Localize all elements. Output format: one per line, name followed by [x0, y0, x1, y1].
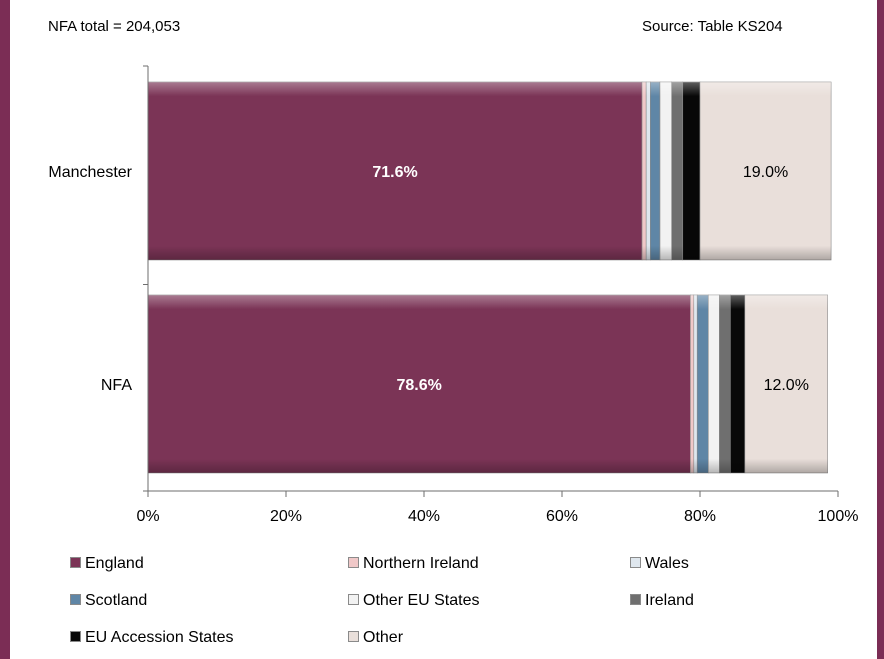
legend-label-eu-accession-states: EU Accession States [85, 629, 234, 646]
bar-shade-manchester-wales [646, 82, 651, 260]
x-tick-label-4: 80% [684, 508, 716, 525]
bar-shade-nfa-england [148, 295, 691, 473]
data-label-manchester-england: 71.6% [372, 164, 417, 181]
category-label-manchester: Manchester [48, 164, 132, 181]
legend-item-scotland: Scotland [70, 591, 147, 611]
legend-label-scotland: Scotland [85, 592, 148, 609]
legend-swatch-northern-ireland [348, 557, 359, 568]
bar-shade-manchester-other [700, 82, 832, 260]
data-label-nfa-england: 78.6% [396, 377, 441, 394]
bar-shade-nfa-eu-accession-states [730, 295, 745, 473]
bar-shade-manchester-other-eu-states [659, 82, 672, 260]
bar-shade-manchester-scotland [650, 82, 660, 260]
legend-item-other: Other [348, 628, 403, 648]
x-tick-label-1: 20% [270, 508, 302, 525]
legend-item-wales: Wales [630, 554, 689, 574]
legend-label-other: Other [363, 629, 404, 646]
legend-label-england: England [85, 555, 144, 572]
data-label-nfa-other: 12.0% [764, 377, 809, 394]
x-tick-label-2: 40% [408, 508, 440, 525]
legend-label-ireland: Ireland [645, 592, 694, 609]
data-label-manchester-other: 19.0% [743, 164, 788, 181]
bar-shade-nfa-northern-ireland [690, 295, 694, 473]
legend-swatch-other [348, 631, 359, 642]
chart-plot: 71.6% 19.0% 78.6% 12.0% 0% 20% 40% 60% 80% 100% Ma… [48, 65, 859, 525]
legend-swatch-ireland [630, 594, 641, 605]
legend-item-eu-accession-states: EU Accession States [70, 628, 234, 648]
legend-swatch-eu-accession-states [70, 631, 81, 642]
legend-swatch-other-eu-states [348, 594, 359, 605]
legend-label-wales: Wales [645, 555, 689, 572]
legend-item-northern-ireland: Northern Ireland [348, 554, 479, 574]
legend-swatch-scotland [70, 594, 81, 605]
x-tick-label-0: 0% [136, 508, 159, 525]
legend-item-ireland: Ireland [630, 591, 694, 611]
legend-label-other-eu-states: Other EU States [363, 592, 480, 609]
bar-shade-nfa-wales [693, 295, 698, 473]
bar-shade-nfa-scotland [697, 295, 709, 473]
legend-label-northern-ireland: Northern Ireland [363, 555, 479, 572]
x-tick-label-5: 100% [818, 508, 859, 525]
bar-shade-manchester-northern-ireland [642, 82, 647, 260]
legend-swatch-wales [630, 557, 641, 568]
bar-shade-nfa-other-eu-states [708, 295, 720, 473]
legend-item-other-eu-states: Other EU States [348, 591, 480, 611]
legend-item-england: England [70, 554, 144, 574]
bar-shade-manchester-ireland [671, 82, 683, 260]
nfa-total-label: NFA total = 204,053 [48, 18, 181, 35]
chart-frame: 71.6% 19.0% 78.6% 12.0% 0% 20% 40% 60% 80% 100% Ma… [10, 0, 877, 659]
category-label-nfa: NFA [101, 377, 132, 394]
bar-shade-manchester-england [148, 82, 643, 260]
x-tick-label-3: 60% [546, 508, 578, 525]
source-label: Source: Table KS204 [642, 18, 783, 35]
bar-shade-manchester-eu-accession-states [682, 82, 700, 260]
bar-shade-nfa-ireland [719, 295, 731, 473]
bar-shade-nfa-other [744, 295, 828, 473]
legend-swatch-england [70, 557, 81, 568]
